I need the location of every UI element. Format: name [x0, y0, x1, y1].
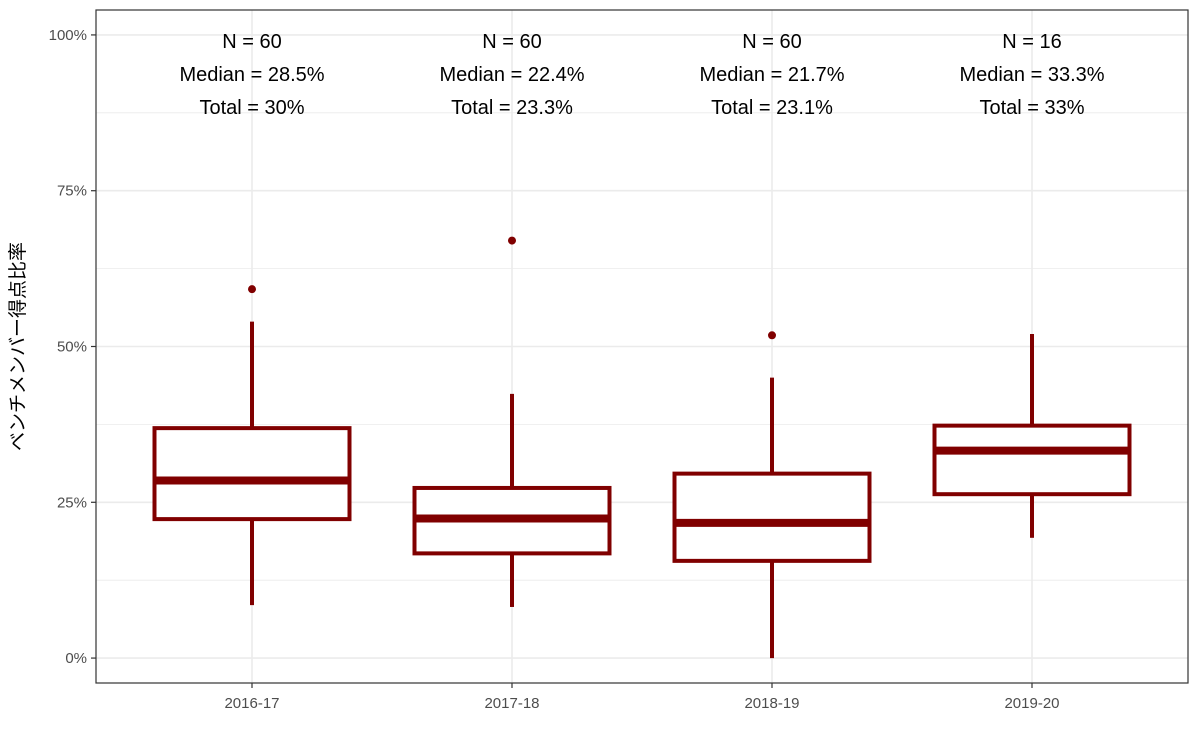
box-body: [932, 423, 1132, 497]
box-2018-19: [672, 331, 872, 659]
annotation-line: N = 60: [742, 31, 801, 53]
box-2017-18: [412, 236, 612, 607]
annotation-line: Median = 33.3%: [959, 64, 1104, 86]
annotation-line: N = 60: [482, 31, 541, 53]
annotation-line: Total = 33%: [979, 97, 1084, 119]
box-2019-20: [932, 334, 1132, 538]
x-tick-label: 2019-20: [1004, 695, 1059, 712]
annotation-line: N = 16: [1002, 31, 1061, 53]
outlier-point: [508, 236, 516, 245]
annotation-line: N = 60: [222, 31, 281, 53]
y-tick-label: 75%: [57, 183, 87, 200]
y-tick-label: 50%: [57, 339, 87, 356]
annotation-line: Total = 23.1%: [711, 97, 833, 119]
y-tick-label: 0%: [65, 650, 87, 667]
box-series: [152, 236, 1132, 659]
y-tick-label: 25%: [57, 494, 87, 511]
annotation-line: Median = 21.7%: [699, 64, 844, 86]
annotation-line: Median = 22.4%: [439, 64, 584, 86]
annotation-line: Median = 28.5%: [179, 64, 324, 86]
x-tick-label: 2018-19: [744, 695, 799, 712]
x-tick-label: 2016-17: [224, 695, 279, 712]
annotations: N = 60 Median = 28.5% Total = 30% N = 60 Med…: [179, 31, 1104, 119]
outlier-point: [248, 285, 256, 294]
box-body: [152, 426, 352, 522]
box-body: [672, 471, 872, 563]
y-axis-label: ベンチメンバー得点比率: [7, 242, 29, 451]
outlier-point: [768, 331, 776, 340]
axes: 0% 25% 50% 75% 100% 2016-17 2017-18 2018-19 2019…: [49, 27, 1060, 712]
box-2016-17: [152, 285, 352, 606]
x-tick-label: 2017-18: [484, 695, 539, 712]
annotation-line: Total = 23.3%: [451, 97, 573, 119]
annotation-line: Total = 30%: [199, 97, 304, 119]
y-tick-label: 100%: [49, 27, 87, 44]
